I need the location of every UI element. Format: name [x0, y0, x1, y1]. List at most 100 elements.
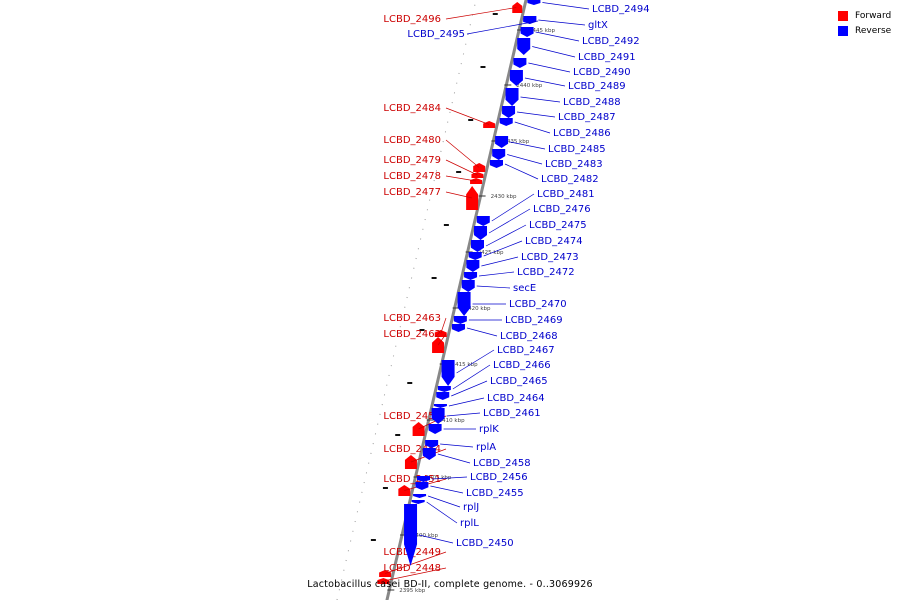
reverse-gene-leader	[448, 397, 485, 407]
reverse-gene-label: LCBD_2467	[497, 345, 555, 356]
reverse-gene-label: rplL	[460, 518, 479, 529]
reverse-gene-LCBD_2455	[415, 482, 429, 490]
reverse-gene-LCBD_2464	[433, 404, 447, 408]
reverse-gene-LCBD_2481	[476, 216, 490, 226]
reverse-gene-leader	[528, 62, 571, 73]
forward-gene-label: LCBD_2457	[383, 411, 441, 422]
reverse-gene-label: rplA	[476, 442, 496, 453]
forward-gene-leader	[445, 7, 517, 20]
forward-gene-label: LCBD_2479	[383, 155, 441, 166]
forward-gene-leader	[445, 139, 480, 168]
forward-gene-LCBD_2496	[512, 2, 523, 13]
reverse-gene-LCBD_2486	[499, 118, 513, 126]
reverse-gene-label: LCBD_2489	[568, 81, 626, 92]
reverse-gene-leader	[532, 46, 576, 58]
reverse-gene-rplJ	[413, 494, 427, 498]
forward-gene-label: LCBD_2462	[383, 329, 441, 340]
reverse-gene-LCBD_2490	[513, 58, 527, 68]
reverse-gene-leader	[483, 240, 523, 257]
reverse-swatch	[838, 25, 848, 36]
reverse-gene-label: LCBD_2473	[521, 252, 579, 263]
reverse-gene-leader	[517, 111, 556, 118]
legend-forward: Forward	[838, 8, 891, 23]
legend: Forward Reverse	[838, 8, 891, 38]
forward-gene-label: LCBD_2484	[383, 103, 441, 114]
reverse-gene-leader	[485, 224, 527, 247]
forward-gene-leader	[445, 159, 478, 176]
reverse-gene-secE	[461, 280, 475, 292]
reverse-gene-label: LCBD_2481	[537, 189, 595, 200]
axis-tick-label: 2440 kbp	[516, 83, 542, 89]
reverse-gene-leader	[491, 193, 535, 222]
reverse-gene-LCBD_2474	[468, 252, 482, 260]
reverse-gene-LCBD_2482	[490, 160, 504, 168]
reverse-gene-LCBD_2487	[502, 106, 516, 118]
reverse-gene-leader	[431, 476, 468, 480]
reverse-gene-LCBD_2491	[517, 38, 531, 55]
reverse-gene-LCBD_2450	[404, 504, 418, 566]
reverse-gene-LCBD_2466	[437, 386, 451, 392]
reverse-gene-LCBD_2483	[492, 149, 506, 160]
reverse-gene-LCBD_2469	[453, 316, 467, 324]
reverse-gene-LCBD_2485	[495, 136, 509, 148]
axis-tick-label: 2420 kbp	[465, 306, 491, 312]
forward-gene-leader	[440, 317, 447, 334]
reverse-gene-label: LCBD_2455	[466, 488, 524, 499]
reverse-gene-label: secE	[513, 283, 536, 294]
reverse-gene-label: LCBD_2494	[592, 4, 650, 15]
reverse-gene-label: LCBD_2468	[500, 331, 558, 342]
reverse-gene-label: LCBD_2492	[582, 36, 640, 47]
axis-tick-label: 2430 kbp	[491, 194, 517, 200]
axis-tick-label: 2395 kbp	[399, 588, 425, 594]
reverse-gene-label: LCBD_2465	[490, 376, 548, 387]
forward-gene-label: LCBD_2463	[383, 313, 441, 324]
reverse-gene-leader	[479, 271, 515, 277]
forward-gene-leader	[445, 191, 473, 199]
reverse-gene-leader	[418, 534, 454, 544]
reverse-gene-rplL	[411, 500, 425, 504]
reverse-gene-leader	[524, 77, 566, 87]
forward-gene-leader	[385, 551, 447, 574]
forward-swatch	[838, 10, 848, 21]
reverse-gene-LCBD_2495	[523, 18, 537, 24]
reverse-gene-leader	[476, 285, 511, 289]
genome-caption: Lactobacillus casei BD-II, complete geno…	[307, 579, 593, 590]
reverse-gene-rplA	[425, 440, 439, 448]
reverse-gene-label: LCBD_2464	[487, 393, 545, 404]
reverse-gene-LCBD_2456	[417, 476, 431, 482]
reverse-gene-label: LCBD_2487	[558, 112, 616, 123]
reverse-gene-label: LCBD_2485	[548, 144, 606, 155]
axis-tick-label: 2445 kbp	[529, 28, 555, 34]
axis-backbone	[384, 0, 528, 604]
legend-reverse: Reverse	[838, 23, 891, 38]
axis-tick-label: 2415 kbp	[452, 362, 478, 368]
forward-gene-label: LCBD_2451	[383, 474, 441, 485]
reverse-gene-label: LCBD_2490	[573, 67, 631, 78]
reverse-gene-leader	[510, 141, 546, 150]
reverse-gene-label: LCBD_2475	[529, 220, 587, 231]
reverse-gene-label: LCBD_2482	[541, 174, 599, 185]
reverse-gene-leader	[504, 163, 539, 180]
reverse-gene-LCBD_2494	[527, 0, 541, 5]
reverse-gene-LCBD_2488	[505, 88, 519, 106]
reverse-gene-leader	[427, 495, 461, 508]
reverse-gene-LCBD_2475	[471, 240, 485, 252]
reverse-gene-LCBD_2467	[441, 360, 455, 386]
reverse-gene-LCBD_2470	[457, 292, 471, 316]
reverse-gene-leader	[451, 380, 488, 397]
reverse-gene-leader	[520, 96, 561, 103]
reverse-gene-label: LCBD_2488	[563, 97, 621, 108]
forward-gene-label: LCBD_2496	[383, 14, 441, 25]
reverse-gene-LCBD_2468	[452, 324, 466, 332]
reverse-gene-leader	[466, 327, 498, 337]
reverse-gene-label: LCBD_2450	[456, 538, 514, 549]
reverse-gene-leader	[426, 501, 458, 524]
forward-gene-leader	[445, 107, 490, 125]
reverse-gene-label: rplJ	[463, 502, 479, 513]
reverse-gene-leader	[535, 31, 580, 42]
reverse-gene-label: LCBD_2472	[517, 267, 575, 278]
forward-gene-label: LCBD_2478	[383, 171, 441, 182]
reverse-gene-LCBD_2476	[474, 226, 488, 240]
legend-forward-label: Forward	[855, 10, 892, 21]
